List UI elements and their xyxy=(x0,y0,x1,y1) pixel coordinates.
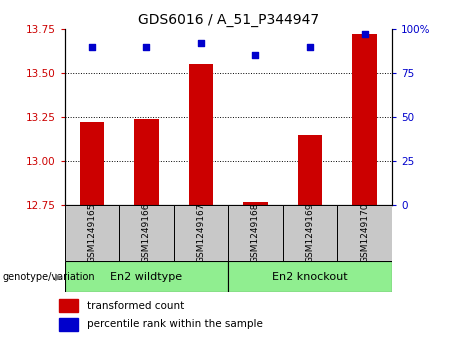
FancyBboxPatch shape xyxy=(119,205,174,261)
Text: GSM1249167: GSM1249167 xyxy=(196,203,206,264)
Text: percentile rank within the sample: percentile rank within the sample xyxy=(87,319,263,329)
Bar xyxy=(59,299,78,312)
Text: ▶: ▶ xyxy=(55,272,62,282)
Text: GSM1249168: GSM1249168 xyxy=(251,203,260,264)
Bar xyxy=(80,122,104,205)
Text: GSM1249169: GSM1249169 xyxy=(306,203,314,264)
FancyBboxPatch shape xyxy=(283,205,337,261)
Text: GSM1249170: GSM1249170 xyxy=(360,203,369,264)
Text: transformed count: transformed count xyxy=(87,301,184,311)
Text: En2 knockout: En2 knockout xyxy=(272,272,348,282)
Bar xyxy=(134,119,159,205)
Point xyxy=(252,53,259,58)
FancyBboxPatch shape xyxy=(228,261,392,292)
FancyBboxPatch shape xyxy=(228,205,283,261)
Text: GSM1249165: GSM1249165 xyxy=(87,203,96,264)
FancyBboxPatch shape xyxy=(337,205,392,261)
Point xyxy=(142,44,150,49)
Point xyxy=(197,40,205,46)
Point xyxy=(361,32,368,37)
Text: genotype/variation: genotype/variation xyxy=(2,272,95,282)
FancyBboxPatch shape xyxy=(65,261,228,292)
FancyBboxPatch shape xyxy=(174,205,228,261)
Bar xyxy=(59,318,78,331)
Bar xyxy=(243,201,268,205)
Title: GDS6016 / A_51_P344947: GDS6016 / A_51_P344947 xyxy=(138,13,319,26)
Point xyxy=(88,44,95,49)
Text: GSM1249166: GSM1249166 xyxy=(142,203,151,264)
Bar xyxy=(352,34,377,205)
Point xyxy=(306,44,313,49)
Bar xyxy=(189,64,213,205)
Text: En2 wildtype: En2 wildtype xyxy=(110,272,183,282)
FancyBboxPatch shape xyxy=(65,205,119,261)
Bar xyxy=(298,135,322,205)
